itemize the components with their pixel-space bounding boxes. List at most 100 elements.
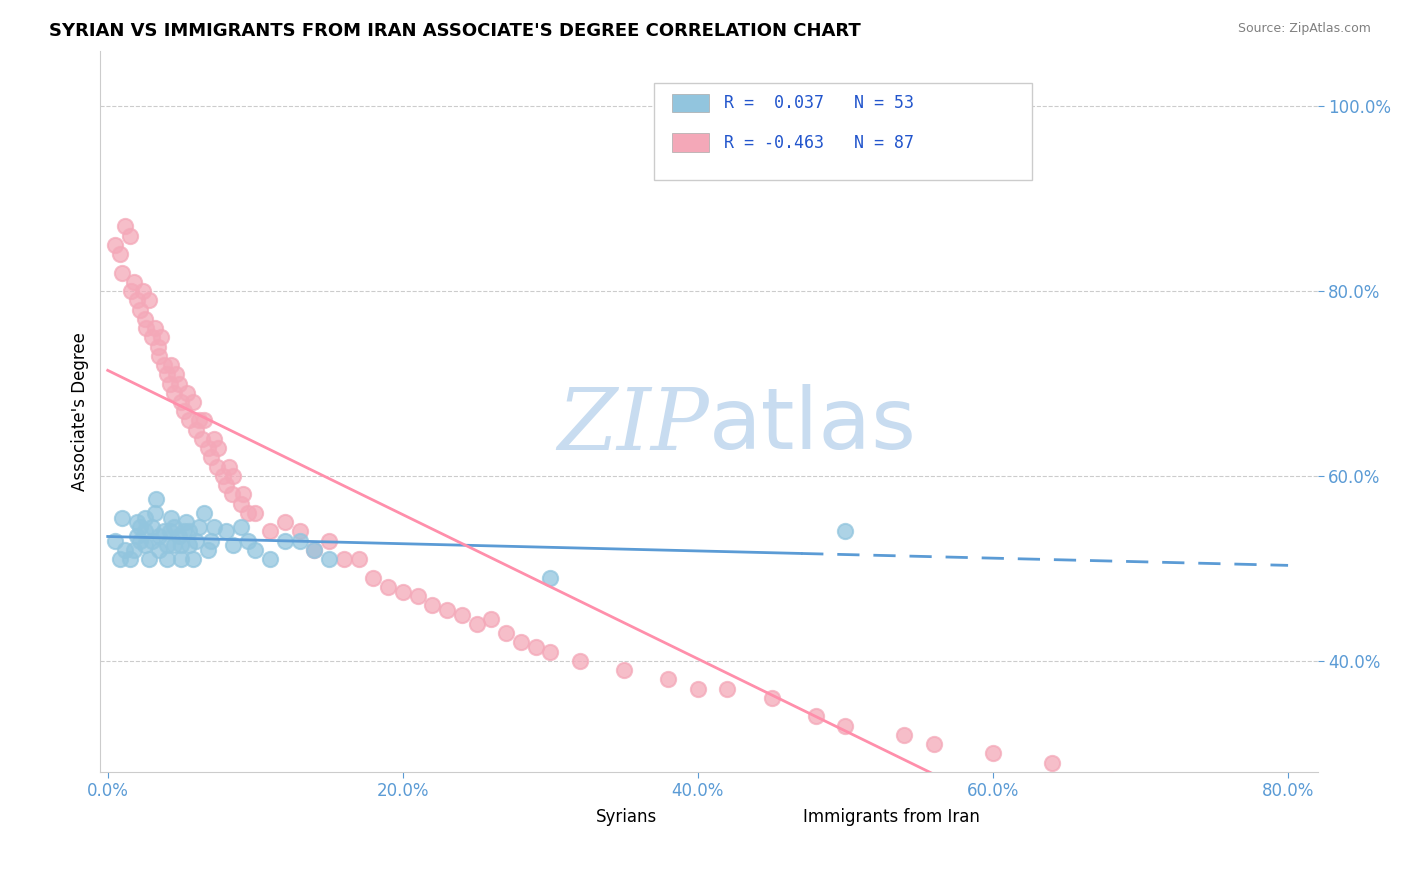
Point: [197, 543, 219, 558]
Point: [135, 321, 157, 335]
Point: [120, 284, 142, 298]
Point: [197, 442, 219, 456]
Point: [111, 510, 134, 524]
Point: [193, 413, 215, 427]
Point: [134, 524, 156, 539]
Point: [114, 219, 136, 234]
Point: [215, 478, 238, 492]
Point: [138, 293, 160, 308]
Point: [141, 533, 163, 548]
Point: [124, 543, 146, 558]
Point: [259, 552, 281, 566]
Point: [1099, 774, 1122, 789]
Point: [152, 358, 174, 372]
Point: [232, 487, 254, 501]
Point: [568, 654, 591, 668]
Point: [152, 524, 174, 539]
Point: [129, 520, 152, 534]
Point: [160, 358, 183, 372]
Text: R =  0.037   N = 53: R = 0.037 N = 53: [724, 94, 914, 112]
Point: [304, 543, 326, 558]
Point: [333, 552, 356, 566]
Point: [804, 709, 827, 723]
Point: [160, 510, 183, 524]
Point: [1040, 756, 1063, 770]
Point: [686, 681, 709, 696]
Point: [170, 538, 193, 552]
Point: [156, 552, 179, 566]
Point: [406, 589, 429, 603]
Point: [834, 718, 856, 732]
Point: [657, 673, 679, 687]
Point: [188, 520, 211, 534]
Point: [229, 520, 252, 534]
Point: [524, 640, 547, 654]
Point: [363, 571, 385, 585]
Point: [141, 520, 163, 534]
Point: [167, 376, 190, 391]
Point: [236, 506, 259, 520]
Point: [143, 506, 166, 520]
Point: [200, 533, 222, 548]
Point: [834, 524, 856, 539]
Text: R = -0.463   N = 87: R = -0.463 N = 87: [724, 134, 914, 152]
Point: [143, 321, 166, 335]
Point: [173, 524, 195, 539]
Point: [245, 543, 267, 558]
Point: [104, 533, 127, 548]
Point: [163, 520, 186, 534]
Point: [177, 413, 200, 427]
Point: [288, 533, 311, 548]
Point: [215, 524, 238, 539]
Point: [509, 635, 531, 649]
Point: [127, 293, 149, 308]
Point: [1188, 811, 1211, 825]
Point: [108, 552, 131, 566]
Point: [761, 690, 783, 705]
Point: [127, 529, 149, 543]
Point: [177, 538, 200, 552]
Point: [274, 515, 297, 529]
Point: [200, 450, 222, 465]
Point: [236, 533, 259, 548]
Text: SYRIAN VS IMMIGRANTS FROM IRAN ASSOCIATE'S DEGREE CORRELATION CHART: SYRIAN VS IMMIGRANTS FROM IRAN ASSOCIATE…: [49, 22, 860, 40]
Bar: [763, 812, 793, 828]
Point: [148, 543, 170, 558]
Point: [156, 368, 179, 382]
Point: [1159, 792, 1181, 806]
Point: [129, 533, 152, 548]
Point: [274, 533, 297, 548]
Point: [114, 543, 136, 558]
Text: Syrians: Syrians: [596, 807, 657, 826]
Point: [118, 552, 141, 566]
Point: [174, 515, 197, 529]
Point: [132, 284, 155, 298]
Point: [229, 497, 252, 511]
Point: [170, 552, 193, 566]
Point: [304, 543, 326, 558]
Point: [222, 538, 245, 552]
Point: [288, 524, 311, 539]
Point: [145, 492, 167, 507]
Point: [141, 330, 163, 344]
Point: [205, 459, 228, 474]
Point: [450, 607, 472, 622]
Point: [479, 612, 502, 626]
Point: [222, 469, 245, 483]
Point: [149, 330, 172, 344]
Bar: [672, 133, 709, 152]
Point: [1204, 838, 1226, 853]
Point: [202, 432, 225, 446]
Text: ZIP: ZIP: [557, 384, 709, 467]
Point: [218, 459, 240, 474]
Point: [538, 645, 561, 659]
Point: [495, 626, 517, 640]
Point: [377, 580, 399, 594]
Point: [134, 510, 156, 524]
Bar: [672, 94, 709, 112]
Point: [156, 538, 179, 552]
Point: [186, 533, 208, 548]
Point: [181, 395, 204, 409]
Point: [465, 616, 488, 631]
Y-axis label: Associate's Degree: Associate's Degree: [72, 332, 89, 491]
